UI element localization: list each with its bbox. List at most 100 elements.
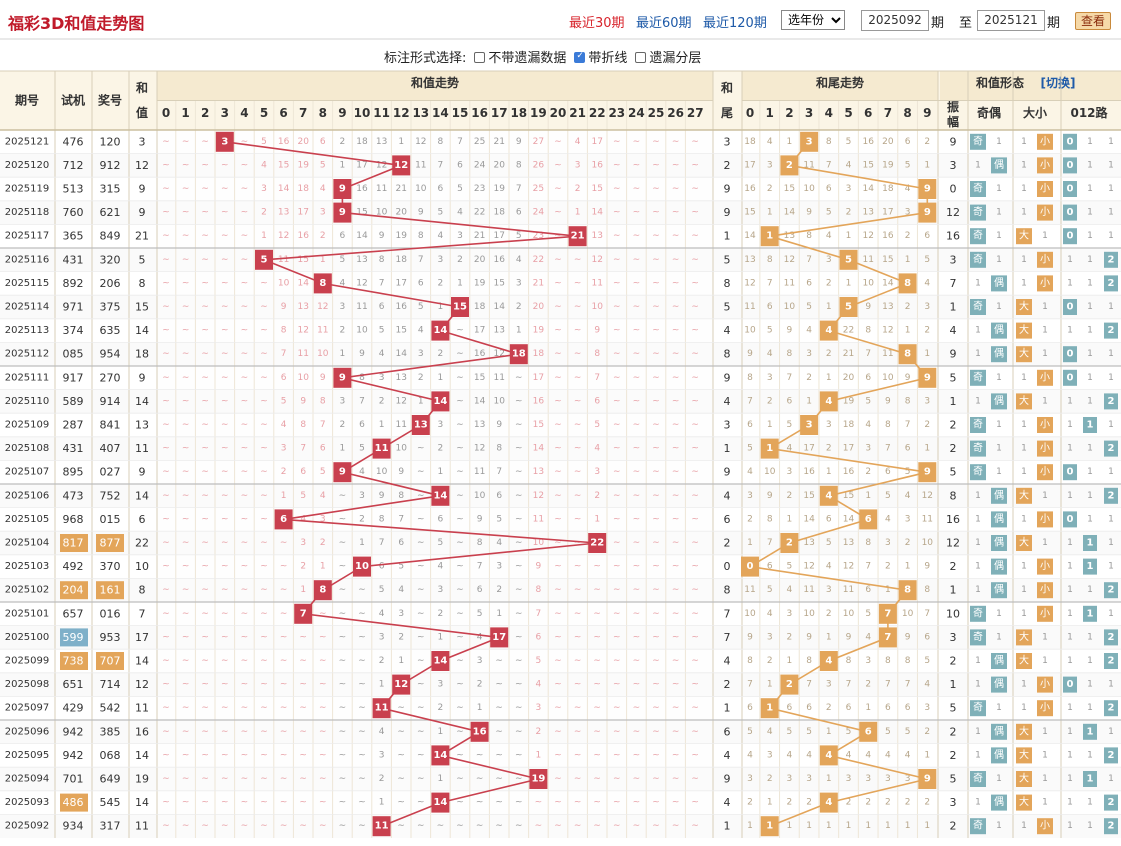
route-omission: 1	[1067, 491, 1073, 501]
tail-cell: 2	[724, 159, 731, 172]
checkbox-layered[interactable]	[635, 52, 647, 63]
row-bg	[0, 224, 1121, 248]
sum-omission: 2	[594, 491, 600, 501]
to-issue-input[interactable]: 2025121	[977, 10, 1045, 31]
sum-omission: 6	[300, 467, 306, 477]
route-omission: 1	[1067, 444, 1073, 454]
row-bg	[0, 342, 1121, 366]
sum-omission: ∼	[652, 302, 660, 312]
tail-marker: 2	[780, 155, 799, 176]
year-select[interactable]: 选年份	[781, 10, 845, 30]
amplitude-cell: 4	[950, 324, 957, 337]
prize-cell: 027	[100, 466, 121, 479]
recent-120-link[interactable]: 最近120期	[703, 16, 767, 31]
sum-omission: 14	[474, 396, 486, 406]
route-box	[1063, 299, 1077, 315]
tail-marker: 4	[819, 792, 838, 813]
tail-omission: 6	[865, 585, 871, 595]
sum-omission: 3	[594, 467, 600, 477]
route-omission: 1	[1108, 373, 1114, 383]
issue-cell: 2025120	[5, 160, 50, 171]
amp-header-1: 振	[947, 99, 959, 114]
tail-cell: 4	[724, 655, 731, 668]
checkbox-polyline[interactable]	[574, 51, 586, 63]
odd-even-omission: 1	[996, 137, 1002, 147]
form-header: 和值形态	[975, 75, 1024, 90]
tail-omission: 3	[846, 774, 852, 784]
sum-omission: ∼	[182, 373, 190, 383]
sum-omission: ∼	[613, 703, 621, 713]
odd-even-box	[991, 487, 1007, 504]
sum-polyline	[224, 141, 598, 827]
issue-cell: 2025103	[5, 561, 50, 572]
tail-omission: 11	[882, 349, 893, 359]
sum-omission: ∼	[260, 821, 268, 831]
tail-omission: 7	[767, 538, 773, 548]
sum-omission: 5	[340, 255, 346, 265]
tail-marker: 1	[760, 816, 779, 837]
prize-cell: 370	[100, 560, 121, 573]
tail-omission: 22	[843, 326, 854, 336]
route-box	[1104, 818, 1118, 835]
route-mark: 2	[1108, 703, 1115, 714]
amp-header-2: 幅	[947, 114, 959, 129]
sum-marker-value: 12	[394, 679, 408, 690]
route-box	[1104, 440, 1118, 457]
amplitude-cell: 3	[950, 253, 957, 266]
sum-omission: 14	[493, 302, 505, 312]
tail-omission: 3	[924, 396, 930, 406]
tail-omission: 19	[882, 160, 894, 170]
sum-omission: ∼	[574, 562, 582, 572]
sum-omission: 1	[457, 278, 463, 288]
sum-omission: ∼	[515, 562, 523, 572]
odd-even-mark: 偶	[994, 583, 1004, 596]
tail-omission: 3	[806, 349, 812, 359]
sum-omission: ∼	[437, 821, 445, 831]
odd-even-omission: 1	[975, 160, 981, 170]
sum-omission: ∼	[241, 184, 249, 194]
issue-cell: 2025117	[5, 231, 50, 242]
big-small-omission: 1	[1042, 774, 1048, 784]
sum-omission: ∼	[241, 680, 249, 690]
sum-omission: ∼	[554, 349, 562, 359]
tail-omission: 5	[787, 727, 793, 737]
sum-omission: 1	[300, 585, 306, 595]
sum-marker: 15	[451, 297, 469, 317]
tail-marker-box	[819, 485, 838, 506]
trial-highlight	[60, 581, 88, 600]
tail-cell: 9	[724, 773, 731, 786]
tail-omission: 1	[924, 160, 930, 170]
odd-even-omission: 1	[975, 396, 981, 406]
sum-omission: 9	[379, 491, 385, 501]
checkbox-no-omission[interactable]	[474, 52, 486, 63]
sum-omission: 9	[359, 349, 365, 359]
tail-omission: 3	[905, 774, 911, 784]
from-issue-input[interactable]: 2025092	[861, 10, 929, 31]
tail-omission: 2	[767, 774, 773, 784]
sum-omission: 4	[300, 514, 306, 524]
route-box	[1104, 251, 1118, 268]
sum-omission: ∼	[633, 349, 641, 359]
tail-omission: 1	[806, 396, 812, 406]
sum-axis-tick: 3	[221, 106, 229, 120]
sum-marker-value: 14	[433, 750, 447, 761]
sum-marker: 8	[313, 580, 332, 601]
tail-omission: 11	[803, 160, 814, 170]
sum-cell: 11	[135, 820, 149, 833]
sum-omission: 12	[415, 137, 426, 147]
big-small-mark: 小	[1040, 702, 1050, 714]
sum-omission: ∼	[339, 750, 347, 760]
sum-omission: 9	[300, 396, 306, 406]
recent-30-link[interactable]: 最近30期	[569, 16, 625, 31]
sum-omission: ∼	[476, 821, 484, 831]
query-button[interactable]: 查看	[1075, 12, 1111, 30]
sum-omission: 1	[438, 302, 444, 312]
sum-marker-box	[509, 344, 528, 365]
tail-omission: 17	[744, 160, 755, 170]
route-mark: 0	[1067, 160, 1074, 171]
recent-60-link[interactable]: 最近60期	[636, 16, 692, 31]
sum-omission: ∼	[652, 821, 660, 831]
row-bg	[0, 271, 1121, 296]
odd-even-mark: 偶	[994, 158, 1004, 171]
sum-omission: 3	[438, 680, 444, 690]
